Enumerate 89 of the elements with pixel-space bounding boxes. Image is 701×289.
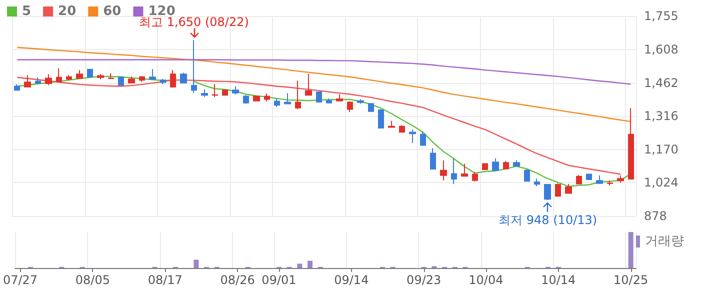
candlestick [472,171,478,182]
x-tick-label: 08/05 [75,273,110,287]
x-tick-label: 10/04 [468,273,504,287]
candlestick [513,160,520,168]
candlestick [24,74,31,88]
y-tick-label: 1,608 [644,42,678,57]
candlestick [420,132,426,146]
candlestick [170,70,176,88]
y-tick-label: 1,755 [644,9,678,23]
candlestick [295,80,301,110]
candlestick [56,68,62,82]
bar [194,260,199,268]
candlestick [191,39,197,94]
x-tick-label: 08/26 [220,273,255,287]
bar [297,264,302,268]
candlestick [180,72,187,84]
x-tick-label: 09/01 [262,273,296,287]
annotation: 최고 1,650 (08/22) [139,14,249,31]
y-tick-label: 1,316 [644,109,678,124]
candlestick [87,68,93,78]
bar [628,232,634,268]
candlestick [14,84,20,92]
candlestick [222,90,228,96]
line-series [16,46,632,122]
candlestick [451,158,457,185]
candlestick [430,148,436,170]
candlestick [544,184,551,201]
legend-label: 20 [58,4,76,19]
candlestick [97,74,104,80]
line-series [16,59,632,85]
candlestick [482,162,488,171]
y-tick-label: 878 [644,209,667,223]
candlestick [139,76,145,82]
candlestick [357,98,364,104]
candlestick [264,93,270,102]
y-tick-label: 1,462 [644,76,678,90]
candlestick [232,86,239,95]
annotation: 최저 948 (10/13) [498,212,598,230]
candlestick [108,72,114,80]
candlestick [596,174,603,184]
candlestick [534,178,540,187]
candlestick [576,174,582,184]
candlestick [149,68,156,80]
candlestick [66,74,72,81]
candlestick [388,120,395,128]
candlestick [316,91,322,102]
candlestick [305,73,312,96]
candlestick [555,182,561,197]
x-tick-label: 09/14 [334,273,369,287]
bar [308,260,313,268]
candlestick [76,70,83,79]
candlestick [253,95,260,102]
candlestick [378,108,384,128]
candlestick [461,163,468,177]
candlestick [628,108,634,180]
candlestick [492,158,499,172]
legend-label: 거래량 [645,234,684,249]
candlestick [336,94,343,102]
candlestick [503,160,509,170]
candlestick [118,76,124,86]
candlestick [347,100,353,113]
candlestick [440,160,447,181]
candlestick [274,98,280,108]
x-tick-label: 10/14 [541,273,576,287]
candlestick [45,74,52,86]
legend-label: 5 [22,4,32,19]
candlestick [35,76,41,85]
candlestick [212,84,218,98]
candlestick [409,128,416,144]
candlestick [128,76,135,84]
candlestick [399,124,405,133]
candlestick [326,98,332,104]
candlestick [201,88,208,98]
x-tick-label: 07/27 [2,273,38,287]
x-tick-label: 08/17 [148,273,182,287]
x-tick-label: 10/25 [614,273,648,287]
y-tick-label: 1,024 [644,176,678,190]
candlestick [368,102,374,112]
candlestick [284,92,291,104]
legend-label: 60 [103,4,122,19]
candlestick [160,78,166,85]
candlestick [524,168,530,182]
y-tick-label: 1,170 [644,142,678,156]
x-tick-label: 09/23 [406,273,442,287]
candlestick [565,183,572,194]
candlestick [607,180,613,186]
candlestick [243,94,249,104]
candlestick [617,174,624,184]
candlestick [586,174,592,180]
